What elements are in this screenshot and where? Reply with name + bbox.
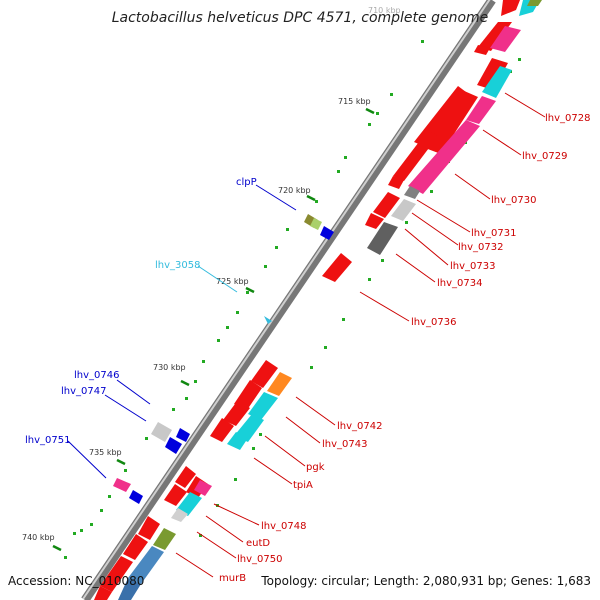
tick-730 [180,379,190,387]
gene-label: lhv_0729 [522,151,567,162]
cds-feature [153,528,176,550]
gene-label: lhv_0728 [545,113,590,124]
kbp-labels: 710 kbp 715 kbp 720 kbp 725 kbp 730 kbp … [22,6,401,542]
outer-feature-track [94,0,542,600]
cds-feature [94,586,112,600]
gene-label: tpiA [293,480,313,491]
gene-label: eutD [246,538,270,549]
cds-feature [501,0,520,16]
kbp-label: 735 kbp [89,448,122,457]
gene-label: lhv_0736 [411,317,456,328]
genome-title: Lactobacillus helveticus DPC 4571, compl… [111,10,489,26]
cds-feature [164,484,187,506]
inner-leader-lines [67,184,297,479]
gene-feature [320,226,334,240]
cds-feature [128,546,164,584]
cds-feature [100,556,133,592]
cds-feature [210,418,234,442]
outer-leader-lines [175,92,546,578]
outer-gene-labels: lhv_0728 lhv_0729 lhv_0730 lhv_0731 lhv_… [219,113,590,584]
gene-feature [310,218,322,230]
gene-label: lhv_3058 [155,260,200,271]
gene-label: lhv_0751 [25,435,70,446]
kbp-label: 740 kbp [22,533,55,542]
cds-feature [267,372,292,396]
cds-feature [194,480,212,496]
cds-feature [393,130,438,181]
gene-label: lhv_0731 [471,228,516,239]
gene-feature [129,490,143,504]
tick-725 [245,286,255,294]
kbp-label: 715 kbp [338,97,371,106]
gene-feature [176,428,190,442]
tick-720 [306,194,316,202]
genome-backbone [81,0,496,600]
gene-label: lhv_0750 [237,554,282,565]
gene-label: lhv_0743 [322,439,367,450]
cds-feature [388,176,404,189]
gene-label: murB [219,573,246,584]
cds-feature [176,492,202,516]
cds-feature [404,186,420,199]
gene-label: clpP [236,177,257,188]
kbp-label: 730 kbp [153,363,186,372]
kbp-label: 720 kbp [278,186,311,195]
cds-feature [408,120,480,194]
gene-feature [165,437,182,454]
cds-feature [251,360,278,388]
gene-feature [151,422,172,442]
inner-gene-labels: clpP lhv_3058 lhv_0746 lhv_0747 lhv_0751 [25,177,257,446]
cds-feature [365,213,384,229]
tick-740 [52,544,62,552]
kbp-ruler [52,107,375,552]
accession-text: Accession: NC_010080 [8,574,145,588]
gene-feature [264,316,272,324]
cds-feature [466,96,496,124]
tick-735 [116,458,126,466]
gene-label: pgk [306,462,325,473]
kbp-label: 710 kbp [368,6,401,15]
cds-feature [391,199,416,221]
cds-feature [248,392,278,420]
cds-feature [118,578,141,600]
inner-feature-track [113,214,334,504]
gene-label: lhv_0734 [437,278,482,289]
cds-feature [490,26,521,52]
cds-feature [171,508,188,522]
cds-feature [425,90,478,154]
cds-feature [138,516,160,540]
cds-feature [482,66,512,98]
cds-feature [527,0,542,6]
cds-feature [474,45,490,55]
cds-feature [227,432,248,450]
tick-715 [365,107,375,115]
gene-label: lhv_0746 [74,370,119,381]
gene-label: lhv_0742 [337,421,382,432]
cds-feature [373,192,400,218]
cds-feature [123,534,148,560]
gene-label: lhv_0747 [61,386,106,397]
topology-text: Topology: circular; Length: 2,080,931 bp… [261,574,591,588]
cds-feature [223,400,250,426]
gene-feature [113,478,131,492]
kbp-label: 725 kbp [216,277,249,286]
cds-feature [367,222,398,255]
gene-label: lhv_0730 [491,195,536,206]
gene-label: lhv_0748 [261,521,306,532]
cds-feature [322,253,352,282]
cds-feature [175,466,196,488]
gene-label: lhv_0732 [458,242,503,253]
cds-feature [477,58,508,90]
gene-label: lhv_0733 [450,261,495,272]
